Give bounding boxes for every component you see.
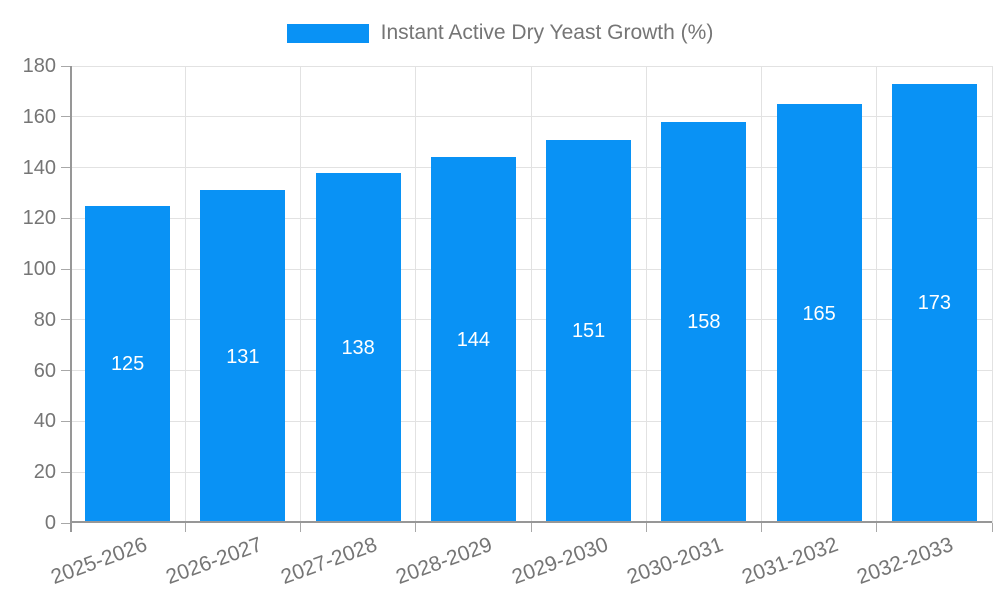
- gridline-vertical: [991, 66, 993, 523]
- chart-legend: Instant Active Dry Yeast Growth (%): [0, 20, 1000, 46]
- y-axis-tick-label: 120: [22, 207, 56, 230]
- x-axis-tick: [876, 523, 878, 532]
- bar[interactable]: 131: [200, 190, 286, 523]
- y-axis-tick: [61, 167, 70, 169]
- bar[interactable]: 138: [315, 172, 401, 523]
- y-axis-tick: [61, 319, 70, 321]
- y-axis-tick-label: 0: [44, 512, 56, 534]
- x-axis-tick: [415, 523, 417, 532]
- x-axis-category-label: 2030-2031: [623, 532, 727, 589]
- bar[interactable]: 158: [661, 121, 747, 523]
- bar-value-label: 138: [341, 336, 375, 359]
- x-axis-tick: [645, 523, 647, 532]
- gridline-vertical: [300, 66, 301, 523]
- y-axis-tick: [61, 65, 70, 67]
- y-axis-tick-label: 140: [22, 156, 56, 179]
- bar-value-label: 131: [226, 345, 260, 368]
- legend-label: Instant Active Dry Yeast Growth (%): [380, 21, 714, 44]
- y-axis-tick: [61, 217, 70, 219]
- y-axis-tick-label: 60: [33, 359, 56, 382]
- x-axis-tick: [300, 523, 301, 532]
- y-axis-tick: [61, 268, 70, 270]
- y-axis-tick: [61, 522, 70, 524]
- x-axis-tick: [530, 523, 532, 532]
- legend-item[interactable]: Instant Active Dry Yeast Growth (%): [286, 20, 714, 46]
- x-axis-category-label: 2028-2029: [393, 532, 496, 589]
- x-axis-tick: [761, 523, 762, 532]
- plot-area: 0 20 40 60 80 100 120 140 160 180 125 131 138 144 151 1…: [23, 55, 993, 589]
- bar-value-label: 173: [917, 292, 952, 315]
- gridline-vertical: [645, 66, 647, 523]
- x-axis-category-label: 2026-2027: [162, 532, 266, 589]
- y-axis-tick-label: 100: [22, 258, 56, 281]
- y-axis-tick: [61, 420, 70, 422]
- gridline-vertical: [415, 66, 417, 523]
- bar[interactable]: 144: [430, 157, 516, 523]
- x-axis-category-label: 2029-2030: [508, 532, 611, 589]
- bar-value-label: 151: [571, 320, 606, 343]
- y-axis-tick-label: 160: [22, 105, 56, 128]
- x-axis-tick: [991, 523, 993, 532]
- gridline-vertical: [184, 66, 186, 523]
- bar[interactable]: 151: [546, 139, 632, 523]
- x-axis-category-label: 2032-2033: [854, 532, 957, 589]
- y-axis-tick-label: 180: [22, 55, 56, 77]
- bar[interactable]: 125: [85, 205, 171, 523]
- y-axis-tick: [61, 370, 70, 372]
- gridline-vertical: [761, 66, 762, 523]
- legend-swatch-icon: [286, 23, 369, 43]
- bar-value-label: 158: [687, 311, 721, 334]
- bar[interactable]: 173: [891, 83, 977, 523]
- gridline-vertical: [876, 66, 878, 523]
- x-axis-line: [70, 521, 992, 523]
- bar-value-label: 125: [110, 353, 145, 376]
- bar-value-label: 144: [456, 329, 491, 352]
- x-axis-category-label: 2031-2032: [739, 532, 842, 589]
- bar[interactable]: 165: [776, 104, 862, 523]
- y-axis-tick: [61, 471, 70, 473]
- y-axis-tick-label: 80: [33, 308, 56, 331]
- x-axis-tick: [184, 523, 186, 532]
- gridline-vertical: [530, 66, 532, 523]
- y-axis-tick-label: 20: [33, 461, 56, 484]
- y-axis-line: [70, 66, 72, 532]
- x-axis-category-label: 2025-2026: [47, 532, 150, 589]
- bar-value-label: 165: [802, 302, 836, 325]
- y-axis-tick: [61, 116, 70, 118]
- x-axis-category-label: 2027-2028: [278, 532, 381, 589]
- y-axis-tick-label: 40: [33, 410, 56, 433]
